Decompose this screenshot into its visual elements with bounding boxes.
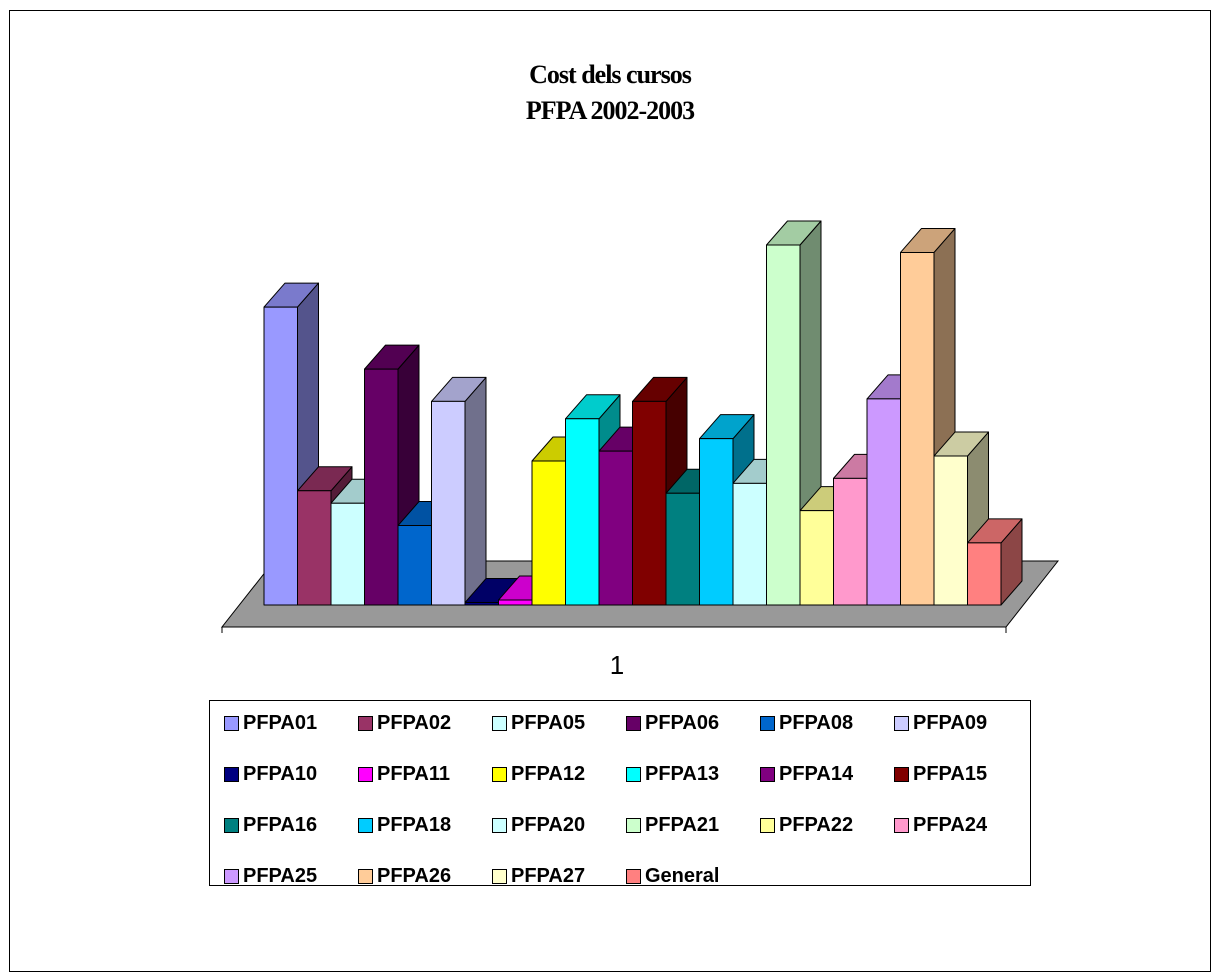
bar-front-face	[933, 455, 968, 606]
legend-item: PFPA27	[492, 864, 585, 888]
legend-label: PFPA05	[511, 711, 586, 734]
legend-swatch	[760, 766, 775, 782]
bar-front-face	[632, 400, 667, 606]
bar-front-face	[900, 251, 935, 606]
bar-front-face	[263, 306, 298, 606]
legend-item: PFPA22	[760, 813, 853, 837]
legend-swatch	[894, 766, 909, 782]
legend-label: PFPA02	[377, 711, 452, 734]
legend-label: PFPA10	[243, 762, 318, 785]
legend-label: PFPA15	[913, 762, 988, 785]
bar-front-face	[766, 244, 801, 606]
bar-front-face	[866, 398, 901, 606]
legend-swatch	[358, 766, 373, 782]
bar-front-face	[732, 482, 767, 606]
legend-label: PFPA08	[779, 711, 854, 734]
legend-swatch	[760, 715, 775, 731]
legend-item: PFPA20	[492, 813, 585, 837]
legend-item: PFPA16	[224, 813, 317, 837]
bar-front-face	[967, 542, 1002, 606]
legend-item: PFPA26	[358, 864, 451, 888]
bar-front-face	[699, 438, 734, 606]
legend-item: PFPA25	[224, 864, 317, 888]
legend-swatch	[626, 817, 641, 833]
legend-swatch	[492, 766, 507, 782]
legend-swatch	[224, 817, 239, 833]
bar-front-face	[498, 599, 533, 606]
legend-label: PFPA09	[913, 711, 988, 734]
bar-front-face	[598, 450, 633, 606]
legend-swatch	[492, 868, 507, 884]
legend-label: PFPA18	[377, 813, 452, 836]
chart-title: Cost dels cursos PFPA 2002-2003	[0, 57, 1220, 129]
legend-swatch	[358, 715, 373, 731]
legend-swatch	[894, 817, 909, 833]
chart-legend: PFPA01 PFPA02 PFPA05 PFPA06 PFPA08 PFPA09 PFPA…	[209, 700, 1031, 888]
legend-item: PFPA18	[358, 813, 451, 837]
legend-swatch	[626, 868, 641, 884]
bar-front-face	[330, 502, 365, 606]
legend-label: PFPA21	[645, 813, 720, 836]
legend-label: PFPA16	[243, 813, 318, 836]
bar-pfpa09	[431, 376, 487, 606]
legend-label: PFPA24	[913, 813, 988, 836]
bar-front-face	[297, 490, 332, 606]
legend-item: PFPA12	[492, 762, 585, 786]
legend-item: PFPA09	[894, 711, 987, 735]
legend-swatch	[358, 817, 373, 833]
legend-swatch	[224, 715, 239, 731]
legend-item: PFPA10	[224, 762, 317, 786]
bar-front-face	[364, 368, 399, 606]
legend-item: PFPA24	[894, 813, 987, 837]
bar-front-face	[431, 400, 466, 606]
legend-label: PFPA11	[377, 762, 450, 785]
legend-label: General	[645, 864, 720, 887]
bar-front-face	[397, 525, 432, 606]
legend-swatch	[224, 766, 239, 782]
legend-item: PFPA13	[626, 762, 719, 786]
legend-swatch	[492, 715, 507, 731]
legend-swatch	[894, 715, 909, 731]
legend-swatch	[760, 817, 775, 833]
legend-label: PFPA12	[511, 762, 586, 785]
chart-title-line: Cost dels cursos	[529, 60, 692, 89]
legend-label: PFPA27	[511, 864, 586, 887]
legend-item: PFPA02	[358, 711, 451, 735]
legend-item: PFPA01	[224, 711, 317, 735]
legend-item: PFPA05	[492, 711, 585, 735]
legend-label: PFPA25	[243, 864, 318, 887]
legend-swatch	[224, 868, 239, 884]
legend-item: General	[626, 864, 719, 888]
legend-swatch	[626, 766, 641, 782]
bar-front-face	[833, 477, 868, 606]
legend-label: PFPA20	[511, 813, 586, 836]
bar-front-face	[464, 602, 499, 606]
legend-item: PFPA08	[760, 711, 853, 735]
legend-label: PFPA13	[645, 762, 720, 785]
bar-side-face	[464, 376, 487, 606]
legend-label: PFPA01	[243, 711, 318, 734]
bar-front-face	[531, 460, 566, 606]
legend-swatch	[358, 868, 373, 884]
bar-pfpa26	[900, 227, 956, 606]
x-tick-label: 1	[610, 650, 624, 680]
legend-swatch	[492, 817, 507, 833]
legend-item: PFPA14	[760, 762, 853, 786]
bar-front-face	[665, 492, 700, 606]
legend-item: PFPA11	[358, 762, 450, 786]
bar-front-face	[565, 418, 600, 606]
bar-general	[967, 518, 1023, 606]
legend-item: PFPA21	[626, 813, 719, 837]
legend-label: PFPA06	[645, 711, 720, 734]
legend-label: PFPA26	[377, 864, 452, 887]
bar-front-face	[799, 510, 834, 606]
legend-swatch	[626, 715, 641, 731]
legend-item: PFPA06	[626, 711, 719, 735]
legend-label: PFPA22	[779, 813, 854, 836]
chart-subtitle-line: PFPA 2002-2003	[525, 96, 695, 125]
legend-item: PFPA15	[894, 762, 987, 786]
legend-label: PFPA14	[779, 762, 854, 785]
